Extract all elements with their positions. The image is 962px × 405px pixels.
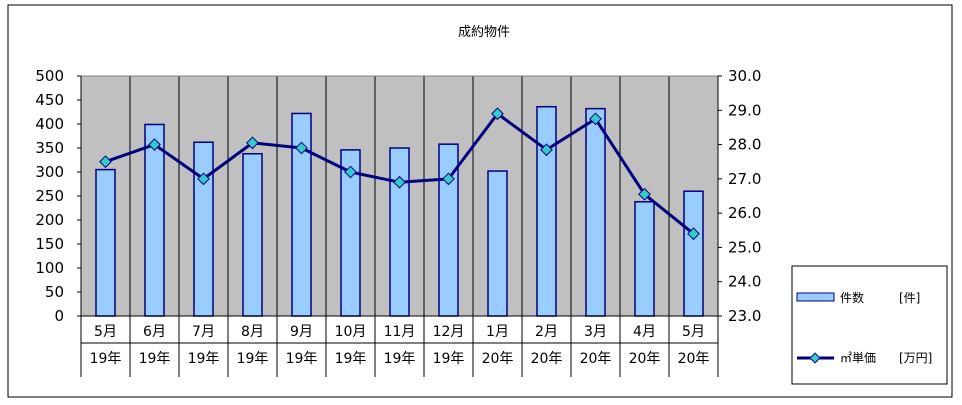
y-tick-label-left: 100 — [35, 259, 64, 277]
line-point — [491, 107, 504, 121]
legend-box — [791, 265, 948, 385]
y-tick-label-right: 24.0 — [728, 273, 761, 291]
y-tick-label-left: 0 — [54, 307, 64, 325]
y-tick-label-left: 350 — [35, 139, 64, 157]
x-tick-label-year: 19年 — [188, 351, 220, 367]
line-point — [295, 141, 308, 155]
chart-title: 成約物件 — [458, 25, 510, 40]
y-tick-label-left: 500 — [35, 67, 64, 85]
bar — [585, 107, 606, 317]
x-tick-label-month: 10月 — [335, 324, 367, 340]
line-point — [393, 175, 406, 189]
y-tick-label-right: 29.0 — [728, 101, 761, 119]
y-tick-label-right: 30.0 — [728, 67, 761, 85]
y-tick-label-left: 450 — [35, 91, 64, 109]
x-tick-label-month: 12月 — [433, 324, 465, 340]
x-tick-label-month: 7月 — [192, 324, 215, 340]
line-point — [99, 155, 112, 169]
x-tick-label-year: 19年 — [139, 351, 171, 367]
bar — [242, 153, 263, 317]
x-tick-label-year: 20年 — [580, 351, 612, 367]
x-tick-label-month: 6月 — [143, 324, 166, 340]
y-tick-label-left: 50 — [45, 283, 64, 301]
legend-bar-label: 件数 — [840, 290, 864, 305]
x-tick-label-month: 4月 — [633, 324, 656, 340]
y-tick-label-right: 26.0 — [728, 204, 761, 222]
x-tick-label-month: 3月 — [584, 324, 607, 340]
x-tick-label-month: 8月 — [241, 324, 264, 340]
bar — [193, 141, 214, 317]
line-point — [197, 172, 210, 186]
x-tick-label-year: 19年 — [384, 351, 416, 367]
x-tick-label-year: 19年 — [286, 351, 318, 367]
bar — [389, 147, 410, 317]
y-tick-label-left: 150 — [35, 235, 64, 253]
x-tick-label-month: 9月 — [290, 324, 313, 340]
line-point — [344, 165, 357, 179]
legend-line-unit: [万円] — [899, 351, 932, 365]
line-point — [540, 143, 553, 157]
x-tick-label-month: 5月 — [682, 324, 705, 340]
bar — [536, 105, 557, 317]
y-tick-label-left: 400 — [35, 115, 64, 133]
x-tick-label-month: 1月 — [486, 324, 509, 340]
x-tick-label-year: 19年 — [433, 351, 465, 367]
y-tick-label-right: 23.0 — [728, 307, 761, 325]
y-tick-label-left: 250 — [35, 187, 64, 205]
y-tick-label-right: 28.0 — [728, 136, 761, 154]
line-point — [246, 136, 259, 150]
x-tick-label-month: 5月 — [94, 324, 117, 340]
bar — [95, 168, 116, 317]
x-tick-label-year: 20年 — [482, 351, 514, 367]
legend-bar-swatch — [796, 292, 835, 302]
line-point — [638, 187, 651, 201]
legend-line-marker — [809, 352, 821, 364]
line-point — [442, 172, 455, 186]
x-tick-label-year: 20年 — [629, 351, 661, 367]
legend-line-label: ㎡単価 — [840, 351, 876, 365]
line-point — [589, 112, 602, 126]
y-tick-label-left: 200 — [35, 211, 64, 229]
x-tick-label-year: 19年 — [90, 351, 122, 367]
legend-bar-unit: [件] — [899, 291, 920, 305]
bar — [487, 170, 508, 317]
line-point — [148, 138, 161, 151]
legend: 件数 [件] ㎡単価 [万円] — [791, 265, 948, 385]
y-tick-label-right: 27.0 — [728, 170, 761, 188]
x-tick-label-month: 2月 — [535, 324, 558, 340]
bar — [683, 190, 704, 317]
bar — [634, 201, 655, 317]
x-tick-label-month: 11月 — [384, 324, 416, 340]
bar — [144, 123, 165, 317]
x-tick-label-year: 19年 — [335, 351, 367, 367]
x-tick-label-year: 20年 — [678, 351, 710, 367]
y-tick-label-right: 25.0 — [728, 238, 761, 256]
x-tick-label-year: 19年 — [237, 351, 269, 367]
line-point — [687, 227, 700, 241]
x-tick-label-year: 20年 — [531, 351, 563, 367]
y-tick-label-left: 300 — [35, 163, 64, 181]
